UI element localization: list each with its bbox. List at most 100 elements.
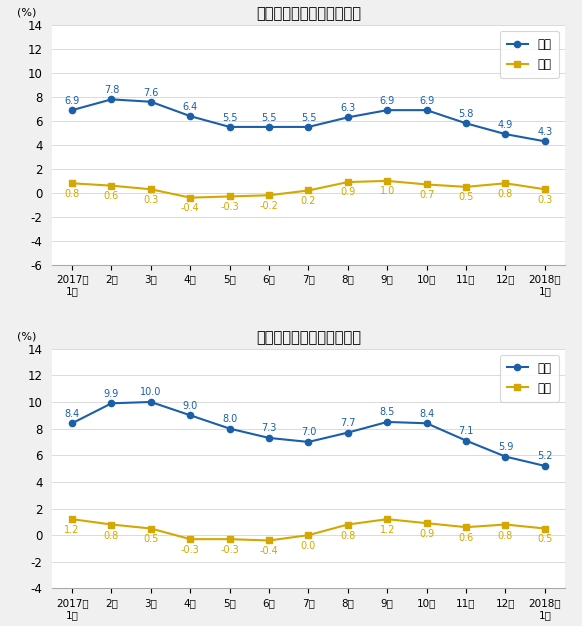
Text: 6.9: 6.9 [65,96,80,106]
Text: 7.1: 7.1 [459,426,474,436]
环比 [423,520,430,527]
环比 [147,185,154,193]
Text: 5.5: 5.5 [261,113,277,123]
Text: 7.3: 7.3 [261,423,277,433]
环比 [187,194,194,202]
Text: 8.5: 8.5 [379,408,395,418]
Line: 环比: 环比 [69,516,548,543]
Text: 1.2: 1.2 [65,525,80,535]
Text: 0.5: 0.5 [143,535,158,545]
Text: 0.5: 0.5 [459,192,474,202]
环比 [69,180,76,187]
同比 [108,399,115,407]
同比 [187,113,194,120]
Text: 5.5: 5.5 [222,113,237,123]
同比 [226,425,233,433]
环比 [69,515,76,523]
同比 [265,434,272,442]
Text: 7.7: 7.7 [340,418,356,428]
Legend: 同比, 环比: 同比, 环比 [500,354,559,402]
Text: -0.4: -0.4 [260,546,278,557]
Line: 环比: 环比 [69,178,548,201]
Text: 6.9: 6.9 [419,96,434,106]
同比 [541,462,548,470]
Title: 工业生产者出厂价格涨跌幅: 工业生产者出厂价格涨跌幅 [256,6,361,21]
同比 [463,120,470,127]
同比 [345,429,352,436]
Text: -0.3: -0.3 [181,545,200,555]
Text: 9.0: 9.0 [183,401,198,411]
Text: 1.2: 1.2 [379,525,395,535]
Text: 4.9: 4.9 [498,120,513,130]
Text: 0.7: 0.7 [419,190,434,200]
Text: 0.3: 0.3 [537,195,552,205]
Text: 6.9: 6.9 [379,96,395,106]
Text: 0.8: 0.8 [104,530,119,540]
Title: 工业生产者购进价格涨跌幅: 工业生产者购进价格涨跌幅 [256,330,361,345]
环比 [147,525,154,532]
同比 [265,123,272,131]
同比 [423,106,430,114]
Text: 0.6: 0.6 [459,533,474,543]
Text: 0.9: 0.9 [340,187,356,197]
同比 [226,123,233,131]
Text: 0.9: 0.9 [419,529,434,539]
Text: (%): (%) [16,332,36,342]
Text: 1.0: 1.0 [379,187,395,197]
环比 [463,523,470,531]
Text: 0.8: 0.8 [65,188,80,198]
Line: 同比: 同比 [69,96,548,145]
Text: 0.5: 0.5 [537,535,552,545]
同比 [502,130,509,138]
环比 [108,182,115,190]
环比 [265,192,272,199]
同比 [305,123,312,131]
环比 [345,521,352,528]
环比 [502,521,509,528]
Text: -0.3: -0.3 [221,545,239,555]
同比 [108,96,115,103]
Text: 5.5: 5.5 [301,113,316,123]
Text: 5.9: 5.9 [498,442,513,452]
Text: (%): (%) [16,8,36,18]
Text: 0.8: 0.8 [498,188,513,198]
环比 [463,183,470,191]
同比 [541,138,548,145]
环比 [187,535,194,543]
环比 [226,193,233,200]
同比 [384,106,391,114]
Text: 8.4: 8.4 [419,409,434,419]
Text: 0.2: 0.2 [301,196,316,206]
Text: -0.4: -0.4 [181,203,200,213]
Text: 5.2: 5.2 [537,451,552,461]
同比 [69,419,76,427]
Text: 9.9: 9.9 [104,389,119,399]
同比 [502,453,509,460]
Text: 0.0: 0.0 [301,541,316,551]
Text: 7.6: 7.6 [143,88,158,98]
Text: 8.4: 8.4 [65,409,80,419]
Text: 7.0: 7.0 [301,428,316,438]
环比 [305,531,312,539]
环比 [423,181,430,188]
环比 [541,525,548,532]
Text: 10.0: 10.0 [140,387,162,398]
Legend: 同比, 环比: 同比, 环比 [500,31,559,78]
环比 [265,536,272,544]
同比 [305,438,312,446]
Text: -0.3: -0.3 [221,202,239,212]
环比 [305,187,312,194]
环比 [384,515,391,523]
Text: 8.0: 8.0 [222,414,237,424]
环比 [541,185,548,193]
Text: 7.8: 7.8 [104,85,119,95]
Text: 0.3: 0.3 [143,195,158,205]
Text: -0.2: -0.2 [260,201,279,211]
Text: 0.6: 0.6 [104,191,119,201]
Text: 0.8: 0.8 [498,530,513,540]
环比 [502,180,509,187]
环比 [384,177,391,185]
环比 [226,535,233,543]
同比 [187,411,194,419]
同比 [69,106,76,114]
